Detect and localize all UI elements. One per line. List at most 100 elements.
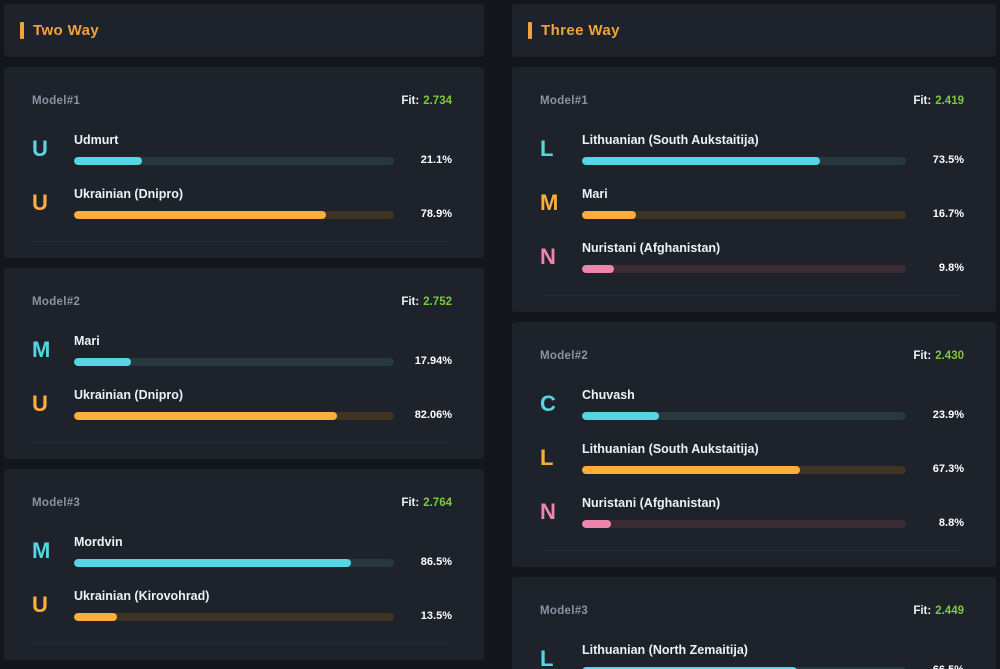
population-rows: C Chuvash 23.9% L Lithuanian (South Auks…	[540, 388, 964, 529]
fit-value: 2.449	[935, 605, 964, 617]
population-initial: L	[540, 445, 554, 470]
fit-label: Fit:	[913, 605, 932, 617]
percentage-bar-track	[582, 265, 906, 273]
fit-value: 2.752	[423, 296, 452, 308]
population-percent: 82.06%	[414, 409, 452, 421]
population-rows: U Udmurt 21.1% U Ukrainian (Dnipro) 78.9…	[32, 133, 452, 220]
population-row: L Lithuanian (North Zemaitija) 66.5%	[540, 643, 964, 669]
percentage-bar-fill	[582, 265, 614, 273]
model-label: Model#2	[32, 296, 81, 308]
model-card[interactable]: Model#2 Fit: 2.430 C Chuvash 23.9% L Lith…	[512, 322, 996, 567]
population-percent: 78.9%	[420, 208, 452, 220]
population-main: Nuristani (Afghanistan)	[582, 496, 906, 528]
fit-label: Fit:	[913, 350, 932, 362]
percentage-bar-fill	[582, 211, 637, 219]
population-row: M Mordvin 86.5%	[32, 535, 452, 568]
model-fit: Fit: 2.752	[401, 292, 452, 310]
model-label: Model#1	[32, 95, 81, 107]
percentage-bar-track	[582, 211, 906, 219]
population-name: Mari	[74, 334, 100, 348]
model-card[interactable]: Model#1 Fit: 2.419 L Lithuanian (South Au…	[512, 67, 996, 312]
fit-label: Fit:	[913, 95, 932, 107]
model-label: Model#2	[540, 350, 589, 362]
fit-value: 2.764	[423, 497, 452, 509]
population-row: U Udmurt 21.1%	[32, 133, 452, 166]
population-initial: M	[32, 337, 51, 362]
percentage-bar-fill	[74, 157, 142, 165]
accent-bar	[528, 22, 532, 39]
population-name: Lithuanian (North Zemaitija)	[582, 643, 748, 657]
population-percent: 21.1%	[420, 154, 452, 166]
population-percent: 66.5%	[906, 664, 964, 669]
population-main: Ukrainian (Dnipro)	[74, 388, 394, 420]
model-fit: Fit: 2.764	[401, 493, 452, 511]
population-main: Mari	[74, 334, 394, 366]
population-main: Lithuanian (North Zemaitija)	[582, 643, 906, 669]
population-main: Lithuanian (South Aukstaitija)	[582, 442, 906, 474]
population-row: C Chuvash 23.9%	[540, 388, 964, 421]
model-card[interactable]: Model#2 Fit: 2.752 M Mari 17.94% U Ukrain…	[4, 268, 484, 459]
population-initial: L	[540, 646, 554, 669]
population-initial: N	[540, 499, 556, 524]
fit-value: 2.734	[423, 95, 452, 107]
percentage-bar-fill	[582, 412, 660, 420]
percentage-bar-track	[74, 211, 394, 219]
card-divider	[32, 241, 452, 242]
population-initial: N	[540, 244, 556, 269]
population-main: Ukrainian (Dnipro)	[74, 187, 394, 219]
population-percent: 23.9%	[932, 409, 964, 421]
population-name: Mordvin	[74, 535, 123, 549]
population-initial: U	[32, 592, 48, 617]
percentage-bar-track	[582, 520, 906, 528]
population-percent: 86.5%	[420, 556, 452, 568]
population-initial: M	[540, 190, 559, 215]
population-rows: M Mari 17.94% U Ukrainian (Dnipro) 82.06…	[32, 334, 452, 421]
percentage-bar-track	[74, 157, 394, 165]
model-list: Model#1 Fit: 2.419 L Lithuanian (South Au…	[512, 67, 996, 669]
model-card[interactable]: Model#1 Fit: 2.734 U Udmurt 21.1% U Ukrai…	[4, 67, 484, 258]
population-name: Nuristani (Afghanistan)	[582, 496, 721, 510]
population-name: Chuvash	[582, 388, 635, 402]
population-rows: M Mordvin 86.5% U Ukrainian (Kirovohrad)…	[32, 535, 452, 622]
model-fit: Fit: 2.449	[913, 601, 964, 619]
model-card-header: Model#2 Fit: 2.752	[32, 292, 452, 310]
model-fit: Fit: 2.419	[913, 91, 964, 109]
model-card-header: Model#1 Fit: 2.419	[540, 91, 964, 109]
model-card[interactable]: Model#3 Fit: 2.764 M Mordvin 86.5% U Ukra…	[4, 469, 484, 660]
population-percent: 8.8%	[938, 517, 964, 529]
population-row: U Ukrainian (Dnipro) 82.06%	[32, 388, 452, 421]
percentage-bar-track	[582, 466, 906, 474]
population-main: Ukrainian (Kirovohrad)	[74, 589, 394, 621]
population-rows: L Lithuanian (North Zemaitija) 66.5%	[540, 643, 964, 669]
percentage-bar-track	[74, 358, 394, 366]
population-main: Lithuanian (South Aukstaitija)	[582, 133, 906, 165]
percentage-bar-track	[74, 559, 394, 567]
population-initial: C	[540, 391, 556, 416]
percentage-bar-fill	[74, 412, 337, 420]
population-main: Udmurt	[74, 133, 394, 165]
population-row: L Lithuanian (South Aukstaitija) 67.3%	[540, 442, 964, 475]
population-percent: 17.94%	[414, 355, 452, 367]
population-main: Mari	[582, 187, 906, 219]
model-card-header: Model#3 Fit: 2.449	[540, 601, 964, 619]
population-initial: U	[32, 190, 48, 215]
population-name: Mari	[582, 187, 608, 201]
panel-header: Two Way	[4, 4, 484, 57]
population-percent: 16.7%	[932, 208, 964, 220]
population-name: Ukrainian (Kirovohrad)	[74, 589, 210, 603]
population-initial: U	[32, 136, 48, 161]
population-initial: M	[32, 538, 51, 563]
model-card[interactable]: Model#3 Fit: 2.449 L Lithuanian (North Ze…	[512, 577, 996, 669]
population-row: N Nuristani (Afghanistan) 9.8%	[540, 241, 964, 274]
population-row: M Mari 16.7%	[540, 187, 964, 220]
model-label: Model#3	[32, 497, 81, 509]
population-main: Nuristani (Afghanistan)	[582, 241, 906, 273]
population-main: Mordvin	[74, 535, 394, 567]
population-percent: 73.5%	[932, 154, 964, 166]
card-divider	[540, 550, 964, 551]
panel-three-way: Three Way Model#1 Fit: 2.419 L Lithuanian…	[512, 4, 996, 669]
percentage-bar-track	[582, 667, 906, 669]
percentage-bar-fill	[582, 667, 798, 669]
population-main: Chuvash	[582, 388, 906, 420]
